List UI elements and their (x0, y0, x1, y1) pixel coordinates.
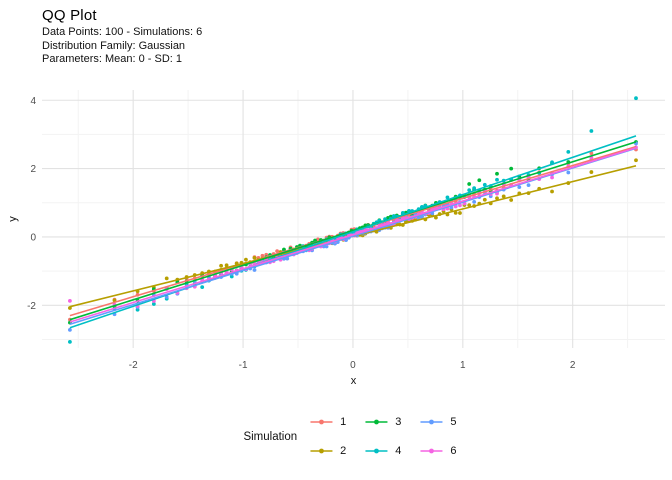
legend-grid: 1 2 3 4 5 6 (309, 413, 457, 460)
qq-point-sim-2 (219, 263, 223, 268)
qq-point-sim-4 (472, 186, 477, 191)
qq-point-sim-4 (495, 177, 499, 182)
plot-subtitle: Data Points: 100 - Simulations: 6 Distri… (42, 26, 202, 67)
qq-point-sim-2 (509, 198, 514, 202)
legend-key-line-dot-icon (310, 419, 333, 425)
x-tick-label: 1 (460, 360, 466, 371)
qq-point-sim-6 (453, 204, 458, 209)
x-tick-label: -2 (129, 360, 138, 371)
qq-point-sim-2 (634, 158, 638, 163)
x-axis-title: x (350, 375, 357, 387)
qq-point-sim-5 (68, 327, 72, 332)
qq-line-sim-6 (69, 146, 637, 323)
qq-point-sim-3 (282, 247, 286, 252)
legend-label: 4 (395, 445, 402, 457)
x-tick-label: -1 (239, 360, 248, 371)
qq-point-sim-5 (472, 199, 477, 204)
legend-item-sim-3: 3 (364, 413, 401, 431)
qq-line-sim-4 (69, 135, 637, 329)
qq-point-sim-1 (316, 237, 320, 242)
qq-point-sim-2 (453, 210, 458, 215)
qq-point-sim-2 (224, 263, 229, 268)
qq-point-sim-3 (509, 166, 514, 171)
qq-point-sim-4 (151, 302, 156, 306)
qq-point-sim-1 (275, 249, 280, 254)
qq-point-sim-4 (200, 285, 205, 290)
qq-point-sim-2 (550, 189, 554, 194)
legend-item-sim-4: 4 (364, 442, 401, 460)
legend-title: Simulation (243, 430, 298, 443)
qq-point-sim-5 (526, 183, 531, 188)
legend-item-sim-6: 6 (419, 442, 457, 460)
plot-title: QQ Plot (42, 7, 97, 24)
qq-point-sim-5 (517, 185, 522, 190)
qq-point-sim-4 (634, 96, 638, 101)
qq-point-sim-4 (482, 182, 487, 187)
legend-item-sim-2: 2 (309, 442, 346, 460)
qq-point-sim-1 (260, 253, 265, 258)
qq-point-sim-2 (244, 257, 248, 262)
qq-point-sim-4 (229, 274, 234, 279)
legend-key-line-dot-icon (420, 419, 443, 425)
legend-label: 5 (450, 416, 457, 428)
qq-point-sim-2 (164, 276, 169, 281)
qq-point-sim-2 (482, 197, 487, 202)
legend-label: 3 (395, 416, 402, 428)
qq-point-sim-5 (252, 268, 257, 272)
legend-label: 1 (340, 416, 347, 428)
qq-line-sim-3 (69, 141, 637, 321)
subtitle-line-1: Data Points: 100 - Simulations: 6 (42, 26, 203, 38)
legend-label: 2 (340, 445, 347, 457)
qq-point-sim-3 (477, 178, 482, 183)
qq-point-sim-2 (458, 211, 462, 215)
qq-point-sim-6 (458, 203, 462, 208)
qq-point-sim-4 (445, 195, 450, 200)
qq-point-sim-6 (550, 175, 554, 180)
y-tick-label: 0 (30, 232, 36, 243)
qq-point-sim-4 (566, 149, 571, 154)
x-tick-label: 0 (350, 360, 356, 371)
qq-point-sim-5 (566, 170, 571, 175)
legend: Simulation 1 2 3 4 5 6 (243, 413, 456, 460)
y-tick-label: 4 (30, 96, 36, 107)
qq-point-sim-2 (495, 196, 499, 201)
qq-point-sim-4 (68, 339, 72, 344)
legend-item-sim-5: 5 (419, 413, 457, 431)
qq-point-sim-2 (252, 255, 257, 260)
qq-point-sim-2 (589, 170, 594, 174)
subtitle-line-3: Parameters: Mean: 0 - SD: 1 (42, 53, 182, 65)
y-axis-title: y (7, 216, 19, 222)
qq-point-sim-3 (495, 171, 499, 176)
legend-key-line-dot-icon (365, 419, 388, 425)
y-tick-label: -2 (27, 301, 36, 312)
qq-point-sim-4 (467, 188, 472, 193)
subtitle-line-2: Distribution Family: Gaussian (42, 39, 186, 52)
y-tick-label: 2 (30, 164, 36, 175)
qq-point-sim-6 (68, 298, 72, 303)
qq-point-sim-4 (589, 129, 594, 133)
x-tick-label: 2 (570, 360, 576, 371)
legend-key-line-dot-icon (310, 448, 333, 454)
legend-key-line-dot-icon (420, 448, 443, 454)
legend-item-sim-1: 1 (309, 413, 346, 431)
qq-point-sim-2 (467, 203, 472, 208)
qq-point-sim-1 (589, 151, 594, 156)
legend-label: 6 (450, 445, 457, 457)
qq-point-sim-3 (467, 182, 472, 186)
qq-point-sim-6 (495, 191, 499, 196)
qq-point-sim-2 (501, 194, 506, 199)
legend-key-line-dot-icon (365, 448, 388, 454)
